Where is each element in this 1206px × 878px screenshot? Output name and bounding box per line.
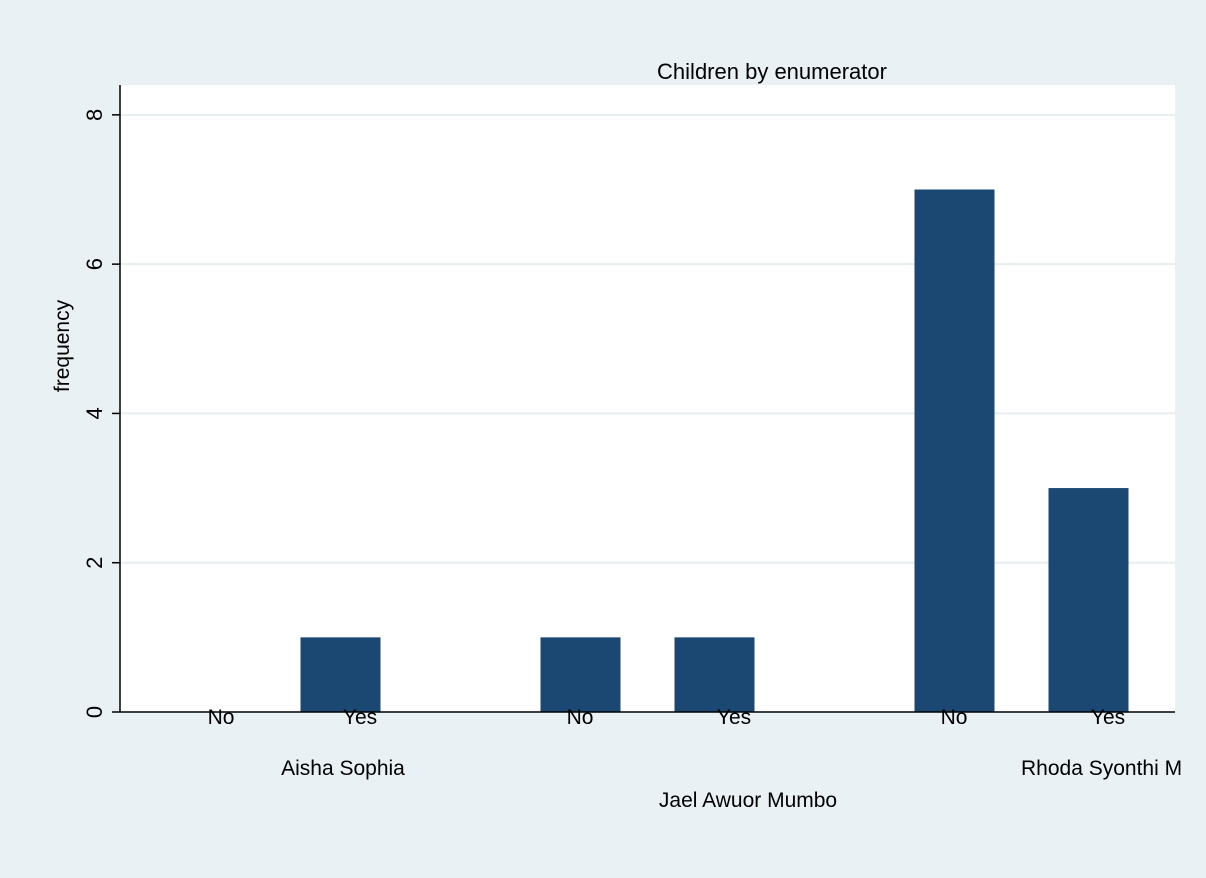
y-tick-label: 6 — [82, 258, 107, 270]
y-axis-label: frequency — [51, 299, 74, 392]
y-tick-label: 8 — [82, 109, 107, 121]
group-label: Rhoda Syonthi M — [1021, 757, 1182, 780]
group-labels: Aisha Sophia Jael Awuor Mumbo Rhoda Syonth… — [281, 757, 1182, 812]
category-label: No — [567, 706, 594, 729]
bar-2-no — [540, 637, 621, 712]
y-tick-label: 4 — [82, 407, 107, 419]
plot-area — [120, 85, 1175, 712]
y-tick-label: 0 — [82, 706, 107, 718]
bar-2-yes — [674, 637, 755, 712]
y-tick-label: 2 — [82, 557, 107, 569]
bar-3-no — [914, 189, 995, 712]
category-label: No — [941, 706, 968, 729]
category-label: Yes — [717, 706, 751, 729]
category-label: Yes — [1091, 706, 1125, 729]
bar-1-yes — [300, 637, 381, 712]
chart-title: Children by enumerator — [657, 59, 887, 84]
bars — [300, 189, 1129, 712]
gridlines — [120, 113, 1175, 564]
bar-3-yes — [1048, 488, 1129, 712]
group-label: Aisha Sophia — [281, 757, 405, 780]
category-labels: No Yes No Yes No Yes — [208, 706, 1126, 729]
category-label: No — [208, 706, 235, 729]
category-label: Yes — [343, 706, 377, 729]
y-axis-ticks: 0 2 4 6 8 — [82, 109, 120, 718]
group-label: Jael Awuor Mumbo — [659, 789, 837, 812]
